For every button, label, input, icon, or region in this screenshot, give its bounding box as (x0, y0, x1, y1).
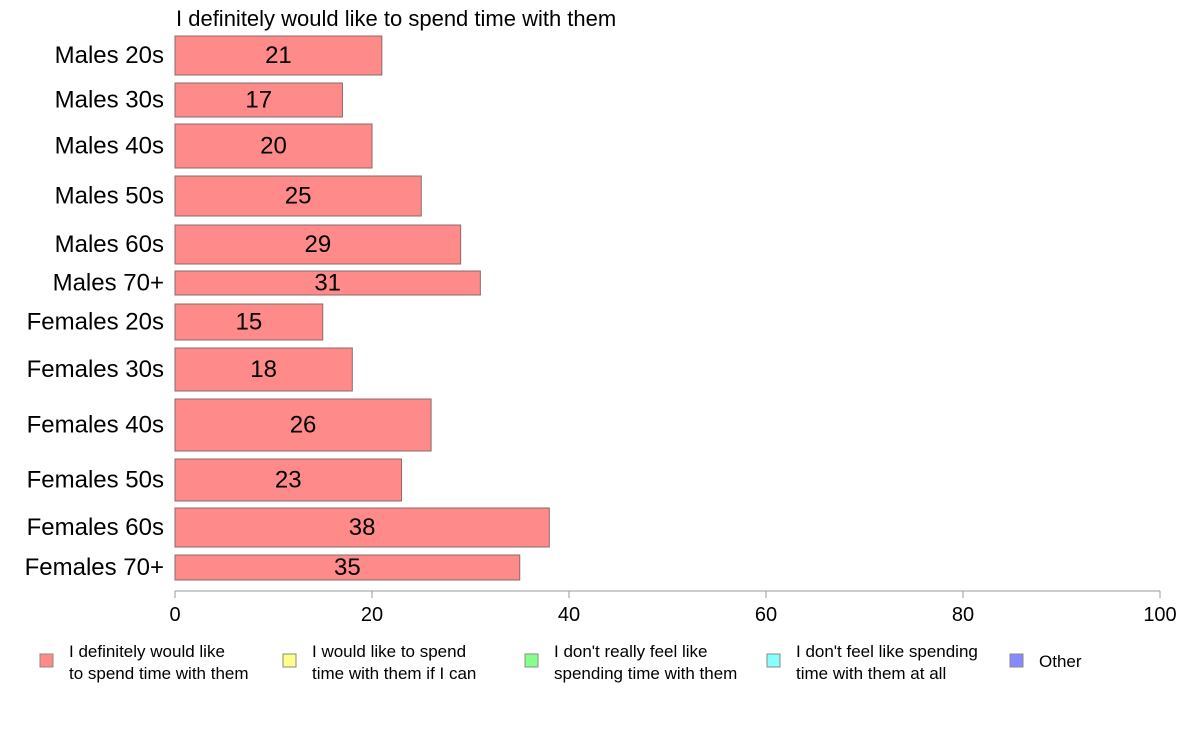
category-label-females-50s: Females 50s (27, 467, 164, 494)
value-label-males-20s: 21 (265, 42, 292, 69)
legend-swatch-2 (524, 653, 539, 668)
bar-males-20s (174, 35, 383, 76)
bar-females-20s (174, 303, 324, 341)
legend-swatch-4 (1009, 653, 1024, 668)
x-axis: 0 20 40 60 80 100 (169, 590, 1177, 626)
value-label-females-40s: 26 (290, 412, 317, 439)
legend-label-1-line-0: I would like to spend (312, 642, 466, 661)
legend-label-3-line-0: I don't feel like spending (796, 642, 978, 661)
value-label-females-70plus: 35 (334, 554, 361, 581)
value-label-males-30s: 17 (245, 87, 272, 114)
value-label-females-20s: 15 (236, 309, 263, 336)
category-label-females-30s: Females 30s (27, 356, 164, 383)
bar-females-50s (174, 458, 403, 502)
bar-females-40s (174, 398, 432, 452)
category-label-males-70plus: Males 70+ (53, 270, 164, 297)
bars-layer: Males 20s 21 Males 30s 17 Males 40s 20 Males 5… (25, 35, 550, 581)
bar-females-60s (174, 507, 550, 548)
category-label-females-70plus: Females 70+ (25, 554, 164, 581)
x-tick-label-40: 40 (558, 604, 580, 626)
legend-label-3-line-1: time with them at all (796, 664, 946, 683)
x-tick-label-0: 0 (169, 604, 180, 626)
x-tick-label-80: 80 (952, 604, 974, 626)
category-label-males-30s: Males 30s (55, 87, 164, 114)
x-tick-label-20: 20 (361, 604, 383, 626)
legend-swatch-0 (39, 653, 54, 668)
legend-label-4: Other (1039, 652, 1082, 671)
bar-females-30s (174, 347, 353, 392)
value-label-females-60s: 38 (349, 514, 376, 541)
legend-label-2-line-1: spending time with them (554, 664, 737, 683)
value-label-females-30s: 18 (250, 356, 277, 383)
category-label-males-40s: Males 40s (55, 133, 164, 160)
bar-males-70plus (174, 270, 481, 296)
x-tick-label-60: 60 (755, 604, 777, 626)
category-label-females-20s: Females 20s (27, 309, 164, 336)
category-label-males-60s: Males 60s (55, 231, 164, 258)
legend-label-0-line-0: I definitely would like (69, 642, 225, 661)
bar-males-40s (174, 123, 373, 169)
value-label-males-40s: 20 (260, 133, 287, 160)
legend-label-2-line-0: I don't really feel like (554, 642, 708, 661)
legend-label-1-line-1: time with them if I can (312, 664, 476, 683)
bar-males-50s (174, 175, 422, 217)
value-label-males-70plus: 31 (314, 270, 341, 297)
category-label-males-20s: Males 20s (55, 42, 164, 69)
legend-label-0-line-1: to spend time with them (69, 664, 249, 683)
x-tick-label-100: 100 (1143, 604, 1176, 626)
bar-males-60s (174, 224, 462, 265)
category-label-females-60s: Females 60s (27, 514, 164, 541)
category-label-females-40s: Females 40s (27, 412, 164, 439)
bar-males-30s (174, 82, 343, 118)
chart-title: I definitely would like to spend time wi… (176, 6, 616, 31)
value-label-males-60s: 29 (304, 231, 331, 258)
bar-females-70plus (174, 554, 521, 581)
legend-swatch-1 (282, 653, 297, 668)
legend: I definitely would like to spend time wit… (39, 642, 1082, 683)
value-label-males-50s: 25 (285, 183, 312, 210)
legend-swatch-3 (766, 653, 781, 668)
value-label-females-50s: 23 (275, 467, 302, 494)
category-label-males-50s: Males 50s (55, 183, 164, 210)
